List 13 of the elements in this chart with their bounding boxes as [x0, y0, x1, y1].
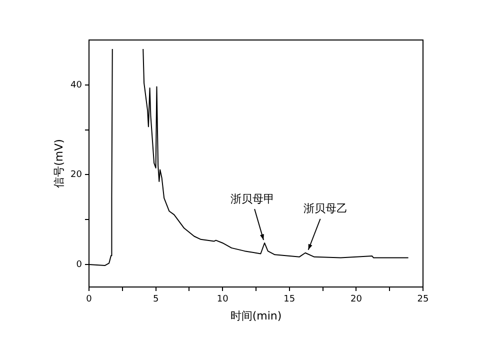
x-tick-label: 0: [86, 294, 92, 305]
x-tick-label: 5: [152, 294, 159, 305]
y-tick-label: 20: [70, 170, 82, 180]
x-tick-label: 10: [216, 294, 229, 305]
x-tick-label: 25: [417, 294, 429, 305]
x-tick-label: 20: [350, 294, 362, 305]
annotation: 浙贝母乙: [303, 202, 348, 216]
y-tick-label: 40: [70, 80, 82, 90]
annotation: 浙贝母甲: [230, 192, 275, 206]
y-axis-title: 信号(mV): [52, 139, 66, 188]
y-tick-label: 0: [76, 260, 82, 270]
x-tick-label: 15: [284, 294, 296, 305]
x-axis-title: 时间(min): [230, 309, 282, 322]
